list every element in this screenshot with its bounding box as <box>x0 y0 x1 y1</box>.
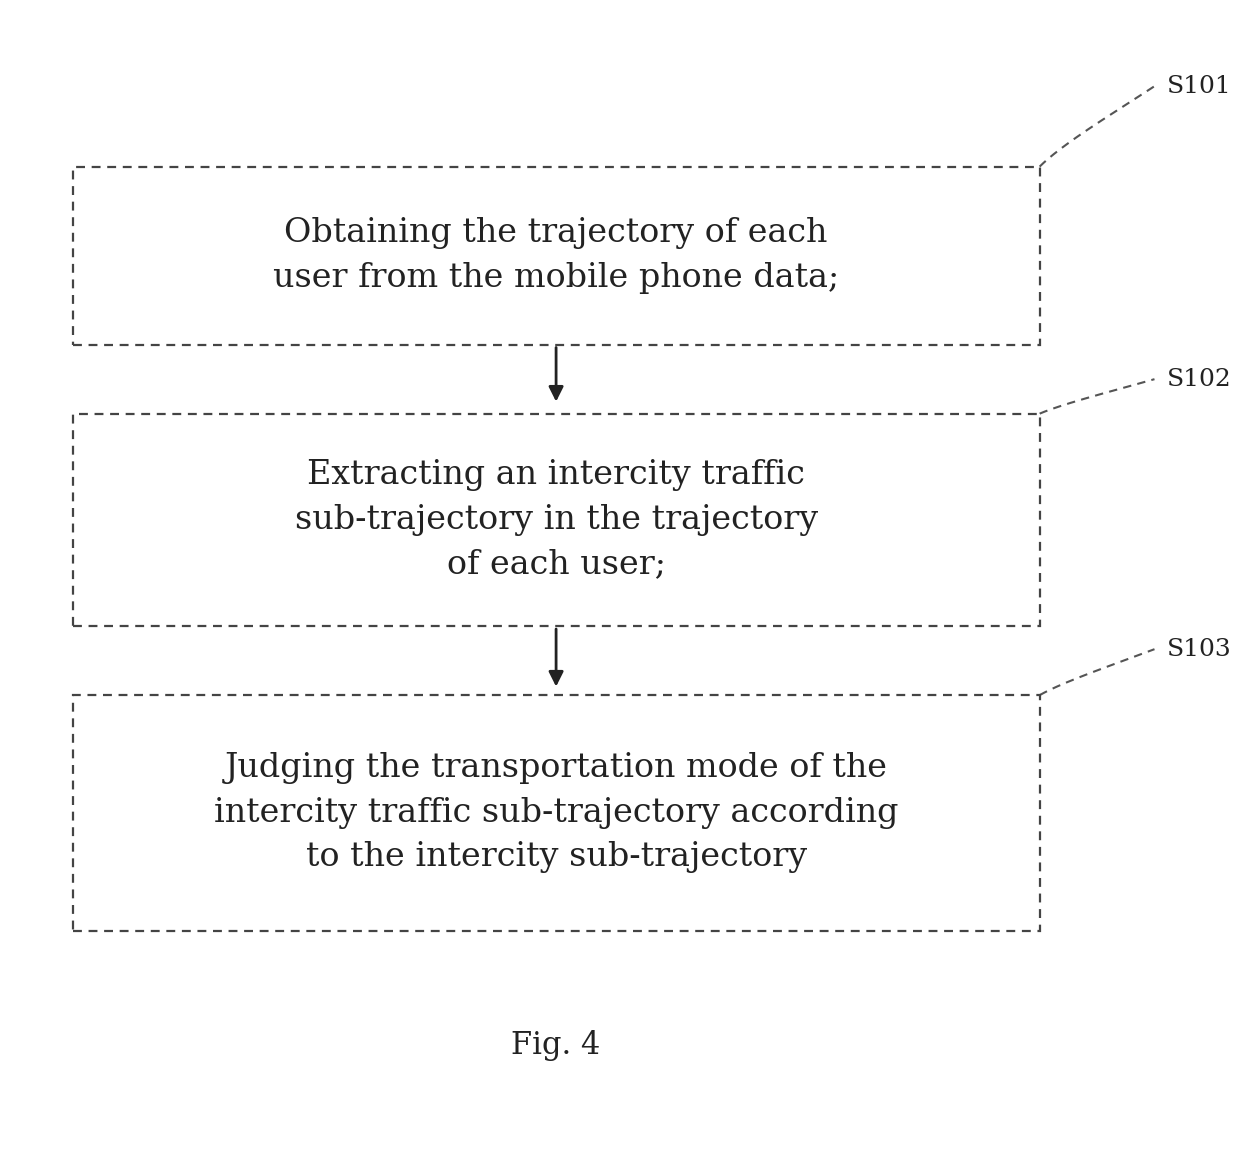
Text: S103: S103 <box>1167 638 1231 661</box>
Text: Extracting an intercity traffic
sub-trajectory in the trajectory
of each user;: Extracting an intercity traffic sub-traj… <box>295 460 817 580</box>
Text: S101: S101 <box>1167 75 1231 98</box>
Text: Judging the transportation mode of the
intercity traffic sub-trajectory accordin: Judging the transportation mode of the i… <box>213 753 898 873</box>
FancyBboxPatch shape <box>72 695 1039 931</box>
FancyBboxPatch shape <box>72 167 1039 345</box>
Text: Fig. 4: Fig. 4 <box>511 1031 600 1061</box>
Text: S102: S102 <box>1167 368 1231 391</box>
FancyBboxPatch shape <box>72 414 1039 626</box>
Text: Obtaining the trajectory of each
user from the mobile phone data;: Obtaining the trajectory of each user fr… <box>273 217 839 294</box>
